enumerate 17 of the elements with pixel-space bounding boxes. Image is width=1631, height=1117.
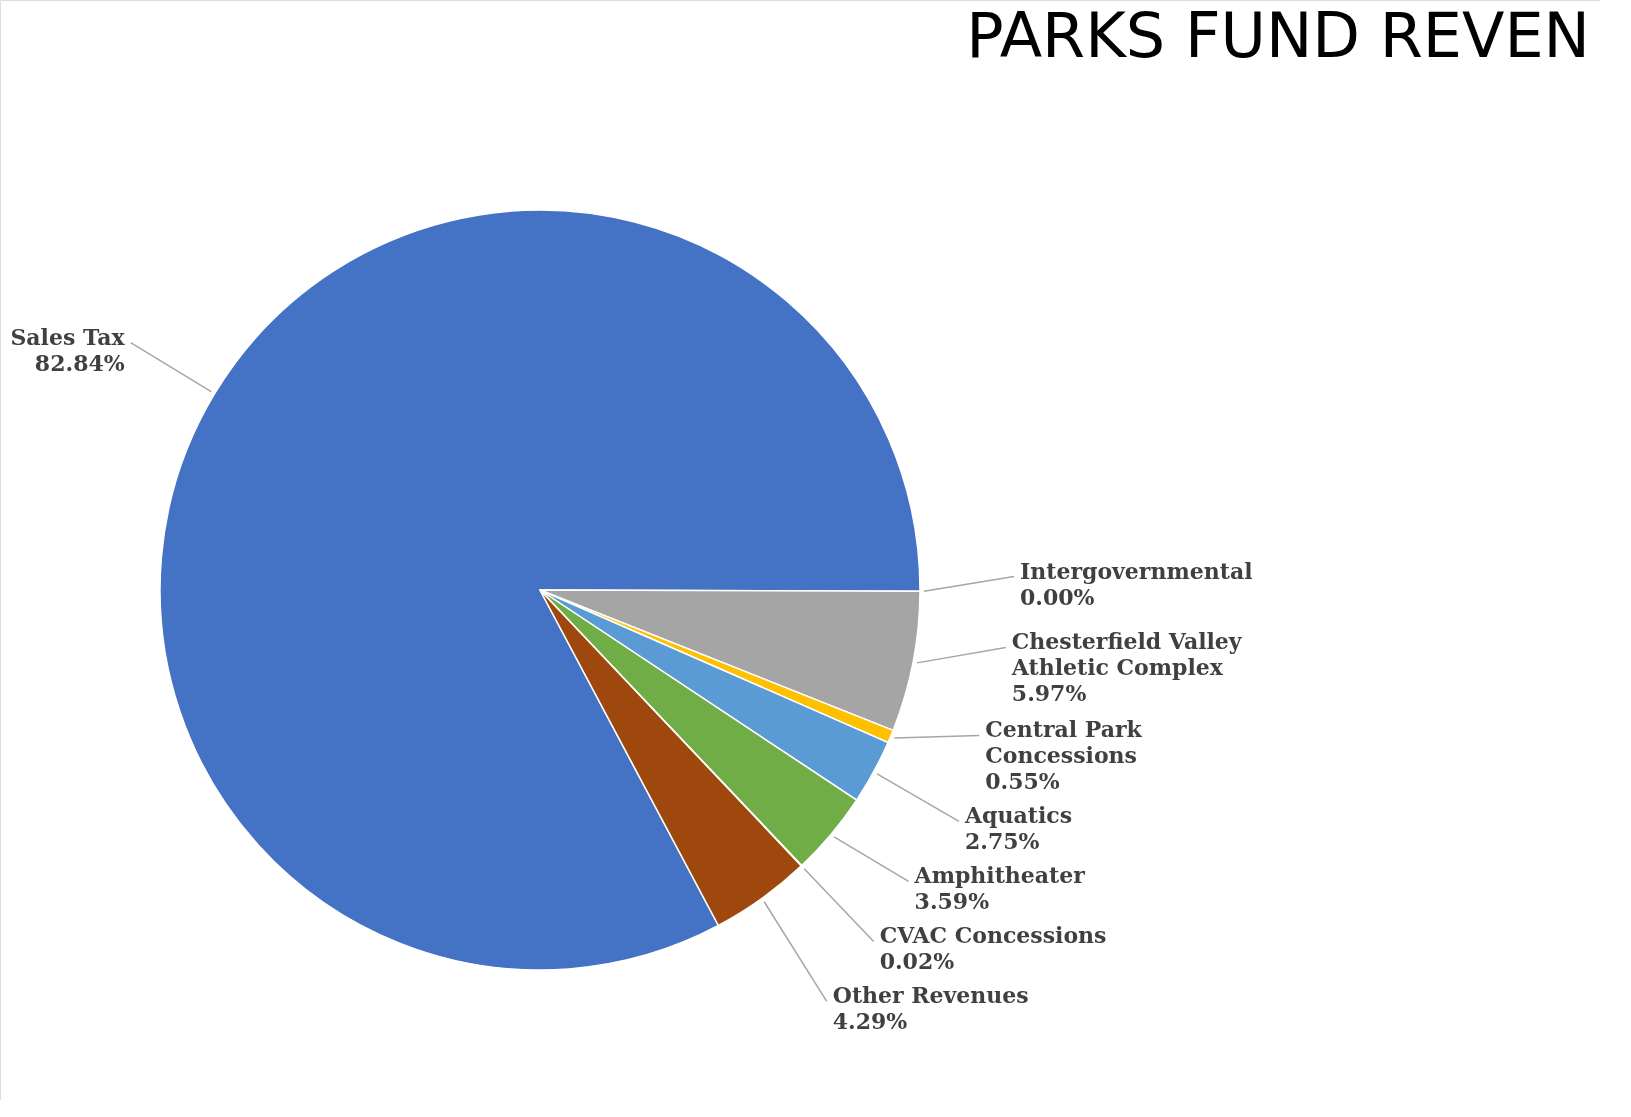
- legend-label: Intergovernmental: [1020, 557, 1253, 584]
- slice-label: Aquatics: [964, 802, 1073, 829]
- slice-label: Sales Tax: [10, 323, 126, 350]
- data-label: 4.29%: [832, 1008, 908, 1035]
- data-label: 82.84%: [34, 349, 125, 376]
- slice-label: Other Revenues: [832, 982, 1029, 1009]
- data-label: 0.55%: [985, 768, 1060, 795]
- data-label: 3.59%: [914, 888, 990, 915]
- slice-label: Central Park Concessions: [985, 716, 1143, 769]
- slice-label: Chesterfield Valley Athletic Complex: [1010, 628, 1243, 681]
- slice-label: CVAC Concessions: [879, 922, 1107, 949]
- data-label: 2.75%: [965, 828, 1040, 855]
- chart-title: PARKS FUND REVEN: [966, 0, 1590, 72]
- data-label: 5.97%: [1011, 680, 1087, 707]
- text: 0.00%: [1020, 583, 1095, 610]
- data-label: 0.02%: [879, 948, 955, 975]
- slice-label: Amphitheater: [913, 862, 1086, 889]
